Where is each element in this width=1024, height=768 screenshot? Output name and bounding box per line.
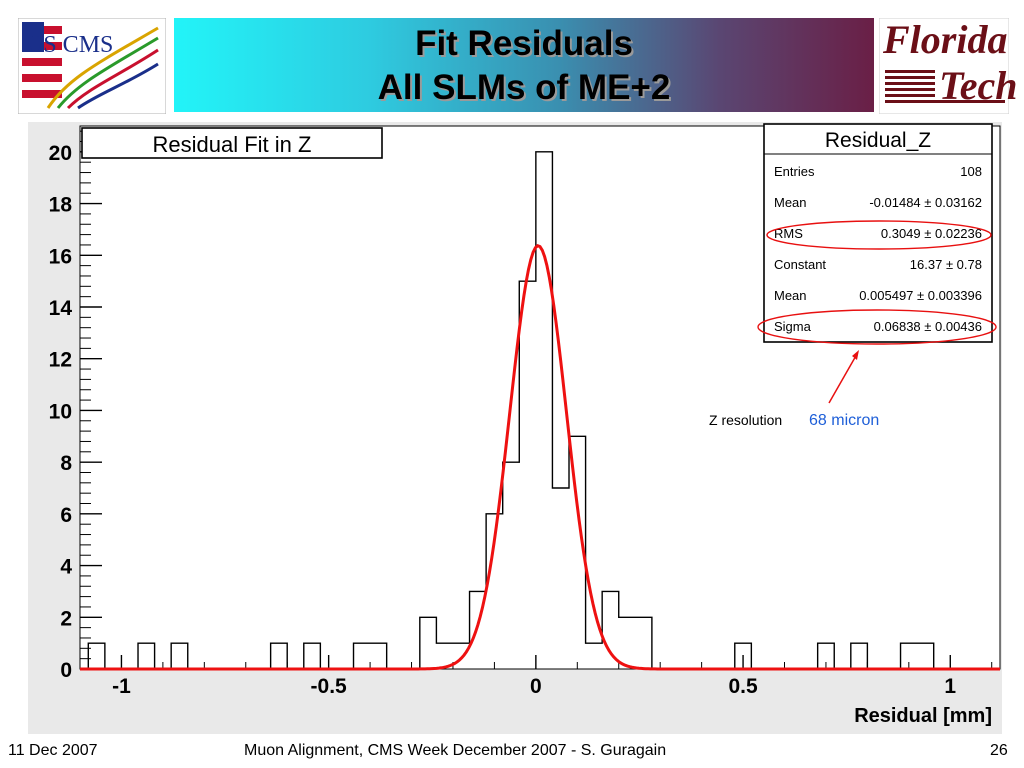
rms-highlight-ellipse <box>766 220 992 250</box>
x-tick-label: -1 <box>112 675 131 698</box>
stats-row-value: 0.005497 ± 0.003396 <box>859 288 982 303</box>
y-tick-label: 16 <box>49 245 72 268</box>
y-tick-label: 2 <box>60 607 72 630</box>
stats-row-label: RMS <box>774 226 803 241</box>
chart-title-box <box>81 127 383 159</box>
footer-page-number: 26 <box>990 742 1008 759</box>
stats-box: Residual_Z Entries 108 Mean -0.01484 ± 0.03… <box>763 123 993 343</box>
chart-title: Residual Fit in Z <box>153 132 312 157</box>
florida-tech-logo-line1: Florida <box>883 17 1008 62</box>
stats-row-label: Constant <box>774 257 826 272</box>
sigma-highlight-ellipse <box>757 309 997 345</box>
histogram-plot: 0 2 4 6 8 10 12 14 16 18 20 -1 -0.5 0 0.5 1 Residual F… <box>49 123 1001 727</box>
gaussian-fit-curve <box>80 244 1000 671</box>
y-tick-label: 8 <box>60 452 72 475</box>
y-tick-label: 4 <box>60 556 72 579</box>
resolution-arrow <box>828 350 859 404</box>
slide-title-line1: Fit Residuals <box>415 24 633 63</box>
footer-presentation-info: Muon Alignment, CMS Week December 2007 -… <box>244 742 667 759</box>
stats-row-label: Mean <box>774 195 807 210</box>
stats-row-value: -0.01484 ± 0.03162 <box>869 195 982 210</box>
slide-title-line2: All SLMs of ME+2 <box>377 68 671 107</box>
florida-tech-logo-line2: Tech <box>939 63 1018 108</box>
header-band <box>174 18 874 112</box>
uscms-logo-text: US CMS <box>26 32 113 58</box>
x-tick-label: 1 <box>944 675 956 698</box>
y-tick-label: 0 <box>60 659 72 682</box>
uscms-logo: US CMS <box>17 17 167 115</box>
stats-box-title: Residual_Z <box>825 129 931 152</box>
stats-row-label: Sigma <box>774 319 812 334</box>
x-tick-label: 0 <box>530 675 542 698</box>
y-tick-label: 12 <box>49 349 72 372</box>
x-tick-label: 0.5 <box>728 675 758 698</box>
footer-date: 11 Dec 2007 <box>8 742 98 759</box>
stats-row-value: 0.3049 ± 0.02236 <box>881 226 982 241</box>
stats-row-value: 0.06838 ± 0.00436 <box>874 319 982 334</box>
y-tick-label: 14 <box>49 297 73 320</box>
y-tick-label: 10 <box>49 400 72 423</box>
x-axis-label: Residual [mm] <box>854 705 992 727</box>
slide-title: Fit Residuals All SLMs of ME+2 <box>174 22 874 110</box>
y-tick-label: 6 <box>60 504 72 527</box>
resolution-value: 68 micron <box>809 412 879 429</box>
stats-row-value: 16.37 ± 0.78 <box>910 257 982 272</box>
stats-row-value: 108 <box>960 164 982 179</box>
stats-row-label: Entries <box>774 164 815 179</box>
y-tick-label: 18 <box>49 194 73 217</box>
histogram-figure: 0 2 4 6 8 10 12 14 16 18 20 -1 -0.5 0 0.5 1 Residual F… <box>28 122 1002 734</box>
stats-row-label: Mean <box>774 288 807 303</box>
resolution-label: Z resolution <box>709 412 782 428</box>
x-tick-label: -0.5 <box>311 675 348 698</box>
florida-tech-logo: Florida Tech <box>879 17 1018 114</box>
y-tick-label: 20 <box>49 142 72 165</box>
